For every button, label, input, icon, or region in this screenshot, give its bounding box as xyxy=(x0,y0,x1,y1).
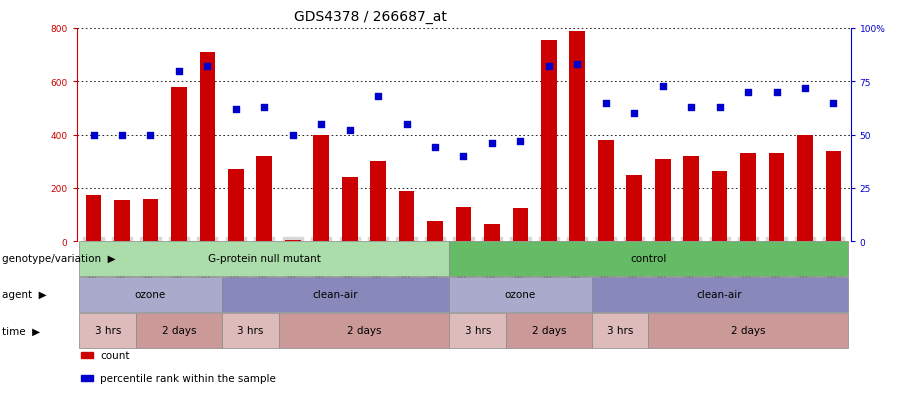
Point xyxy=(115,132,130,138)
Text: time  ▶: time ▶ xyxy=(2,325,40,336)
Bar xyxy=(370,162,386,242)
Point xyxy=(456,153,471,160)
Point xyxy=(400,121,414,128)
Bar xyxy=(256,157,272,242)
Bar xyxy=(428,222,443,242)
Point xyxy=(86,132,101,138)
Text: genotype/variation  ▶: genotype/variation ▶ xyxy=(2,254,115,264)
Point xyxy=(229,107,243,113)
Point xyxy=(797,85,812,92)
Point xyxy=(172,68,186,75)
Bar xyxy=(484,224,500,242)
Bar xyxy=(399,191,414,242)
Bar xyxy=(598,140,614,242)
Point xyxy=(826,100,841,107)
Text: 2 days: 2 days xyxy=(731,325,765,336)
Text: 3 hrs: 3 hrs xyxy=(94,325,121,336)
Bar xyxy=(143,199,158,242)
Bar xyxy=(683,157,699,242)
Text: 3 hrs: 3 hrs xyxy=(237,325,264,336)
Bar xyxy=(825,151,842,242)
Point xyxy=(713,104,727,111)
Bar xyxy=(513,209,528,242)
Point xyxy=(285,132,300,138)
Bar xyxy=(285,240,301,242)
Text: percentile rank within the sample: percentile rank within the sample xyxy=(100,373,275,382)
Text: 2 days: 2 days xyxy=(162,325,196,336)
Bar xyxy=(200,53,215,242)
Text: GDS4378 / 266687_at: GDS4378 / 266687_at xyxy=(294,10,447,24)
Point xyxy=(371,94,385,100)
Point xyxy=(598,100,613,107)
Bar xyxy=(541,41,557,242)
Text: count: count xyxy=(100,350,130,360)
Point xyxy=(770,89,784,96)
Bar xyxy=(86,195,102,242)
Text: clean-air: clean-air xyxy=(697,290,742,300)
Point xyxy=(485,140,500,147)
Point xyxy=(741,89,755,96)
Point xyxy=(542,64,556,71)
Text: ozone: ozone xyxy=(505,290,536,300)
Bar xyxy=(655,159,670,242)
Text: 3 hrs: 3 hrs xyxy=(607,325,634,336)
Point xyxy=(343,128,357,134)
Point xyxy=(314,121,328,128)
Point xyxy=(143,132,157,138)
Point xyxy=(655,83,670,90)
Bar xyxy=(342,178,357,242)
Point xyxy=(627,111,642,117)
Bar xyxy=(455,207,472,242)
Bar xyxy=(769,154,784,242)
Bar xyxy=(114,200,130,242)
Point xyxy=(428,145,442,151)
Bar xyxy=(626,175,642,242)
Bar xyxy=(228,170,244,242)
Text: control: control xyxy=(630,254,667,264)
Bar xyxy=(171,88,187,242)
Text: ozone: ozone xyxy=(135,290,166,300)
Text: 2 days: 2 days xyxy=(532,325,566,336)
Text: agent  ▶: agent ▶ xyxy=(2,290,47,300)
Point xyxy=(513,138,527,145)
Bar xyxy=(712,171,727,242)
Bar xyxy=(740,154,756,242)
Bar xyxy=(797,135,813,242)
Text: 3 hrs: 3 hrs xyxy=(464,325,491,336)
Point xyxy=(570,62,584,69)
Point xyxy=(257,104,272,111)
Point xyxy=(684,104,698,111)
Point xyxy=(200,64,214,71)
Text: 2 days: 2 days xyxy=(346,325,382,336)
Bar xyxy=(313,135,329,242)
Text: clean-air: clean-air xyxy=(312,290,358,300)
Bar xyxy=(570,31,585,242)
Text: G-protein null mutant: G-protein null mutant xyxy=(208,254,320,264)
